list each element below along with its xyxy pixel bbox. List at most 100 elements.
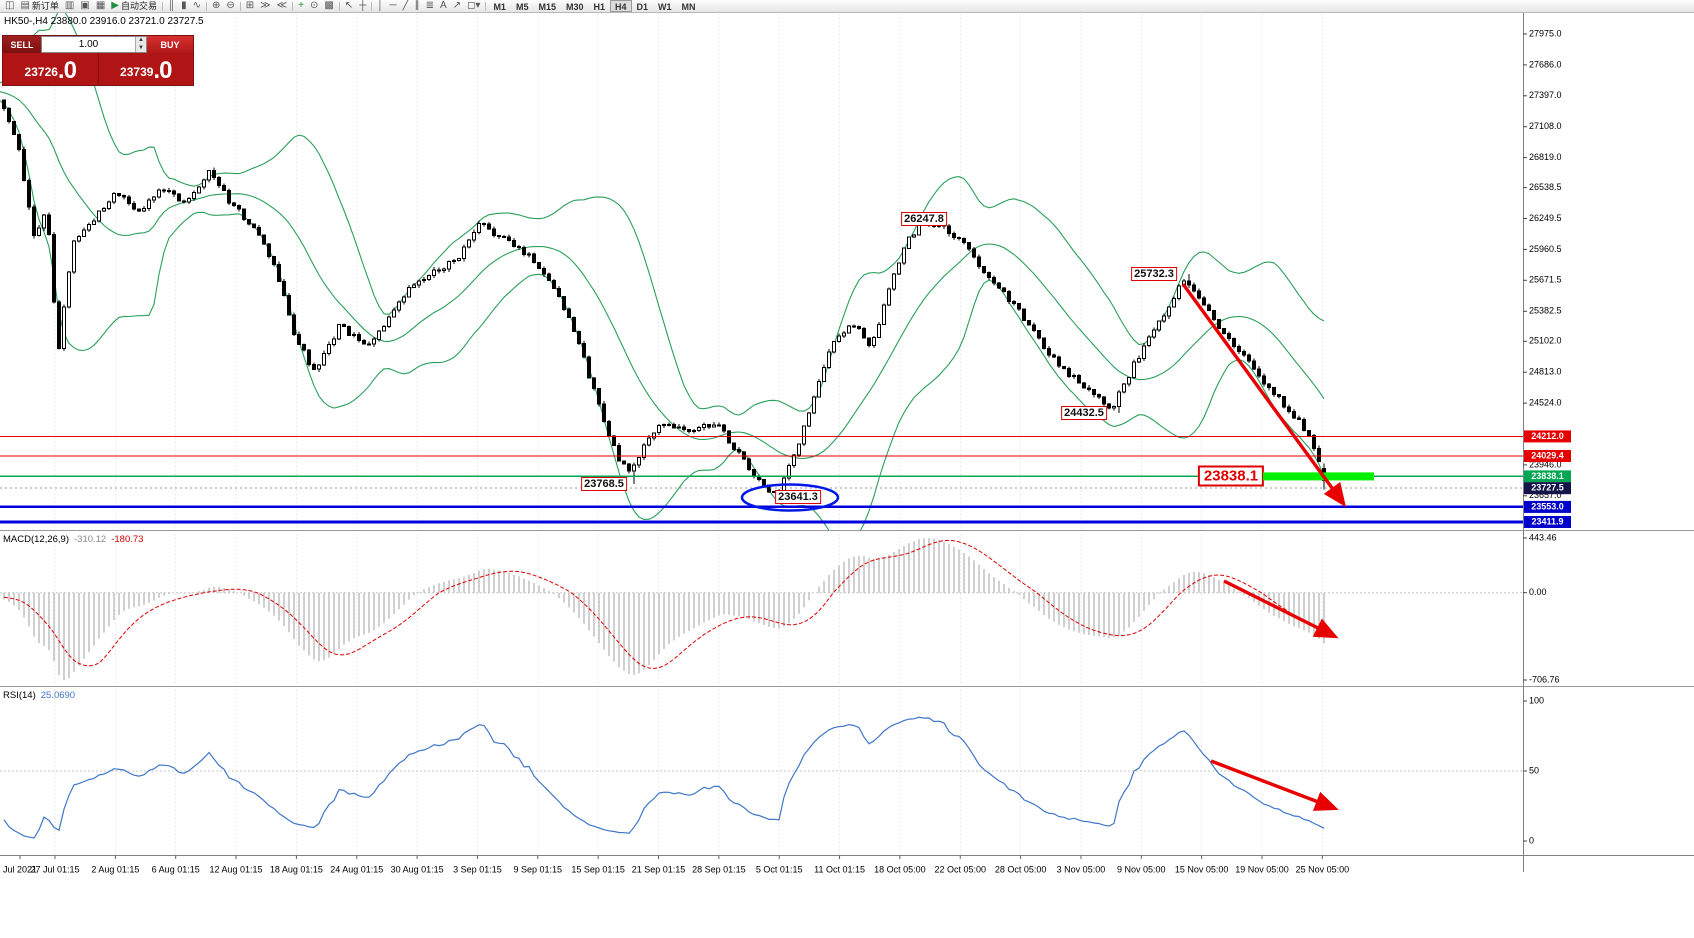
auto-scroll-icon[interactable]: ≫: [257, 0, 273, 12]
cursor-icon[interactable]: ↖: [342, 0, 356, 12]
price-badge-23553.0: 23553.0: [1524, 500, 1571, 513]
autotrade-button[interactable]: ▶ 自动交易: [108, 0, 160, 12]
svg-text:22 Oct 05:00: 22 Oct 05:00: [934, 864, 986, 874]
navigator-icon[interactable]: ▦: [93, 0, 108, 12]
zoom-in-icon: ⊕: [212, 0, 221, 11]
channel-icon[interactable]: ∥: [412, 0, 423, 12]
price-badge-23727.5: 23727.5: [1524, 482, 1571, 495]
price-badge-24029.4: 24029.4: [1524, 450, 1571, 462]
price-callout-26247.8[interactable]: 26247.8: [901, 211, 947, 226]
rsi-line: [3, 716, 1325, 839]
one-click-trade-panel: SELL 1.00 ▲ ▼ BUY 23726.0 23739.0: [2, 35, 194, 86]
line-chart-type-icon[interactable]: ∿: [190, 0, 204, 12]
bollinger-bands: [0, 13, 1325, 530]
autotrade-icon: ▶: [111, 0, 119, 11]
volume-down-icon[interactable]: ▼: [136, 44, 146, 52]
volume-value[interactable]: 1.00: [78, 39, 99, 50]
period-icon[interactable]: ⊙: [307, 0, 321, 12]
timeframe-W1[interactable]: W1: [658, 2, 672, 12]
svg-text:23553.0: 23553.0: [1531, 501, 1564, 511]
timeframe-M15[interactable]: M15: [538, 2, 556, 12]
sell-price[interactable]: 23726.0: [3, 53, 98, 85]
charts-tile-icon: ◫: [5, 0, 15, 11]
price-callout-24432.5[interactable]: 24432.5: [1061, 405, 1107, 420]
price-callout-25732.3[interactable]: 25732.3: [1131, 266, 1177, 281]
charts-tile-icon[interactable]: ◫: [2, 0, 17, 12]
volume-spinner[interactable]: ▲ ▼: [135, 37, 146, 52]
svg-text:26538.5: 26538.5: [1529, 182, 1562, 192]
vertical-line-icon[interactable]: │: [374, 0, 386, 12]
bar-chart-type-icon: ║: [168, 0, 176, 11]
bar-chart-type-icon[interactable]: ║: [165, 0, 178, 12]
svg-text:23838.1: 23838.1: [1531, 471, 1564, 481]
add-indicator-icon[interactable]: +: [295, 0, 307, 12]
new-order-button[interactable]: ▤ 新订单: [17, 0, 61, 12]
panel-borders: [0, 13, 1694, 872]
macd-histogram: [3, 538, 1325, 680]
arrow-object-icon: ↗: [452, 0, 462, 11]
candlestick-chart-type-icon[interactable]: ▮: [178, 0, 190, 12]
crosshair-icon[interactable]: ┼: [356, 0, 369, 12]
tile-windows-icon[interactable]: ⊞: [243, 0, 257, 12]
macd-signal-value: -180.73: [111, 534, 144, 545]
zoom-out-icon[interactable]: ⊖: [223, 0, 237, 12]
svg-text:50: 50: [1529, 765, 1539, 775]
trendline-icon: ╱: [402, 0, 409, 11]
volume-up-icon[interactable]: ▲: [136, 37, 146, 45]
svg-text:24 Aug 01:15: 24 Aug 01:15: [330, 864, 383, 874]
zoom-in-icon[interactable]: ⊕: [209, 0, 223, 12]
channel-icon: ∥: [414, 0, 420, 11]
toolbar-separator: [485, 1, 487, 11]
timeframe-M1[interactable]: M1: [493, 2, 506, 12]
svg-text:18 Oct 05:00: 18 Oct 05:00: [874, 864, 926, 874]
arrow-object-icon[interactable]: ↗: [450, 0, 464, 12]
trade-panel-controls: SELL 1.00 ▲ ▼ BUY: [3, 36, 193, 53]
market-watch-icon[interactable]: ▥: [62, 0, 77, 12]
buy-price-main: 23739: [120, 65, 154, 79]
timeframe-H4[interactable]: H4: [610, 0, 632, 12]
shapes-icon[interactable]: ◻▾: [464, 0, 483, 12]
svg-text:9 Sep 01:15: 9 Sep 01:15: [514, 864, 563, 874]
candles-layer: [1, 99, 1327, 498]
text-icon[interactable]: A: [437, 0, 450, 12]
price-callout-23641.3[interactable]: 23641.3: [775, 490, 821, 505]
buy-button[interactable]: BUY: [147, 36, 193, 53]
timeframe-M30[interactable]: M30: [565, 2, 584, 12]
svg-text:100: 100: [1529, 695, 1544, 705]
svg-text:6 Aug 01:15: 6 Aug 01:15: [152, 864, 200, 874]
price-badge-23411.9: 23411.9: [1524, 516, 1571, 528]
trendline-icon[interactable]: ╱: [400, 0, 412, 12]
svg-text:25382.5: 25382.5: [1529, 306, 1562, 316]
price-badge-24212.0: 24212.0: [1524, 430, 1571, 443]
svg-text:9 Nov 05:00: 9 Nov 05:00: [1117, 864, 1166, 874]
sell-button[interactable]: SELL: [3, 36, 41, 53]
horizontal-line-icon[interactable]: ─: [387, 0, 400, 12]
candlestick-chart-type-icon: ▮: [181, 0, 187, 11]
sell-price-big: .0: [57, 57, 77, 84]
trade-panel-prices: 23726.0 23739.0: [3, 53, 193, 85]
key-level-label[interactable]: 23838.1: [1197, 465, 1265, 487]
macd-indicator-label: MACD(12,26,9) -310.12 -180.73: [3, 534, 143, 545]
svg-text:27397.0: 27397.0: [1529, 90, 1562, 100]
price-callout-23768.5[interactable]: 23768.5: [581, 476, 627, 491]
svg-text:25671.5: 25671.5: [1529, 275, 1562, 285]
timeframe-M5[interactable]: M5: [515, 2, 529, 12]
timeframe-MN[interactable]: MN: [681, 2, 696, 12]
market-watch-icon: ▥: [64, 0, 75, 11]
timeframe-D1[interactable]: D1: [636, 2, 649, 12]
timeframe-H1[interactable]: H1: [593, 2, 606, 12]
buy-price[interactable]: 23739.0: [97, 53, 194, 85]
chart-shift-icon[interactable]: ≪: [274, 0, 290, 12]
data-window-icon[interactable]: ▣: [77, 0, 92, 12]
toolbar-separator: [371, 1, 373, 11]
template-icon[interactable]: ▩: [321, 0, 336, 12]
text-icon: A: [440, 0, 447, 11]
volume-stepper[interactable]: 1.00 ▲ ▼: [41, 36, 147, 53]
fibonacci-icon[interactable]: ≣: [423, 0, 437, 12]
svg-text:2 Aug 01:15: 2 Aug 01:15: [91, 864, 139, 874]
autotrade-button-label: 自动交易: [120, 1, 157, 11]
svg-text:3 Sep 01:15: 3 Sep 01:15: [453, 864, 502, 874]
svg-text:24212.0: 24212.0: [1531, 431, 1564, 441]
svg-text:11 Oct 01:15: 11 Oct 01:15: [814, 864, 865, 874]
svg-text:24524.0: 24524.0: [1529, 397, 1562, 407]
